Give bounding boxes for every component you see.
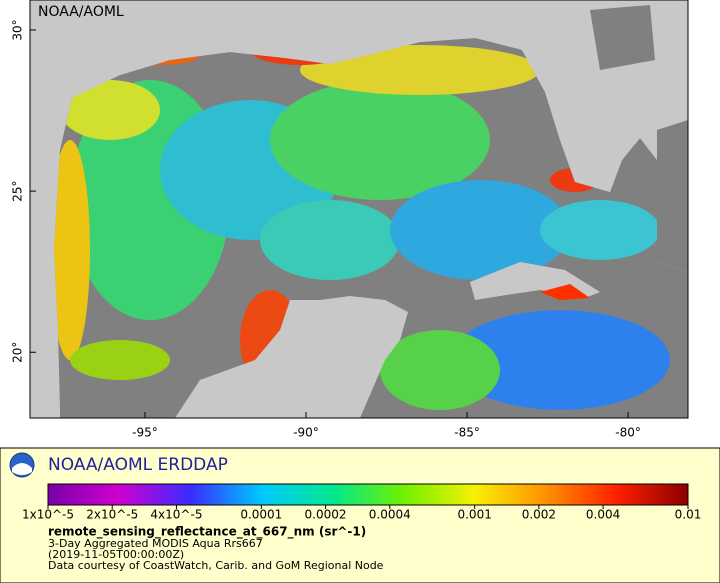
x-tick-label: -90° [293,426,319,440]
y-tick-label: 25° [11,180,25,201]
legend-line: 3-Day Aggregated MODIS Aqua Rrs667 [48,537,263,550]
atlantic-east [657,120,688,272]
colorbar [47,483,689,506]
x-tick-label: -85° [454,426,480,440]
colorbar-tick-label: 2x10^-5 [86,508,138,522]
colorbar-tick-label: 0.004 [586,508,620,522]
variable-name: remote_sensing_reflectance_at_667_nm (sr… [48,525,366,540]
north-coast [30,0,580,110]
map [30,0,688,418]
colorbar-tick-label: 0.0002 [305,508,347,522]
colorbar-tick-label: 1x10^-5 [22,508,74,522]
cuba-coast [540,284,590,300]
axes: -95° -90° -85° -80° 20° 25° 30° [11,19,641,439]
atlantic [590,5,655,70]
noaa-logo-wave [12,463,32,475]
legend-line: (2019-11-05T00:00:00Z) [48,548,184,561]
colorbar-tick-label: 0.0004 [369,508,411,522]
x-tick-label: -80° [615,426,641,440]
map-credit: NOAA/AOML [38,4,124,20]
x-tick-label: -95° [132,426,158,440]
colorbar-tick-label: 0.0001 [240,508,282,522]
yucatan [175,296,408,418]
colorbar-tick-label: 0.001 [457,508,491,522]
legend-title: NOAA/AOML ERDDAP [48,455,228,475]
y-tick-label: 30° [11,19,25,40]
colorbar-ticks: 1x10^-5 2x10^-5 4x10^-5 0.0001 0.0002 0.0004 0… [22,505,701,522]
legend-panel [0,447,720,583]
legend-line: Data courtesy of CoastWatch, Carib. and … [48,559,384,572]
map-frame [29,0,689,419]
colorbar-tick-label: 4x10^-5 [150,508,202,522]
colorbar-tick-label: 0.002 [522,508,556,522]
colorbar-tick-label: 0.01 [675,508,702,522]
y-tick-label: 20° [11,342,25,363]
